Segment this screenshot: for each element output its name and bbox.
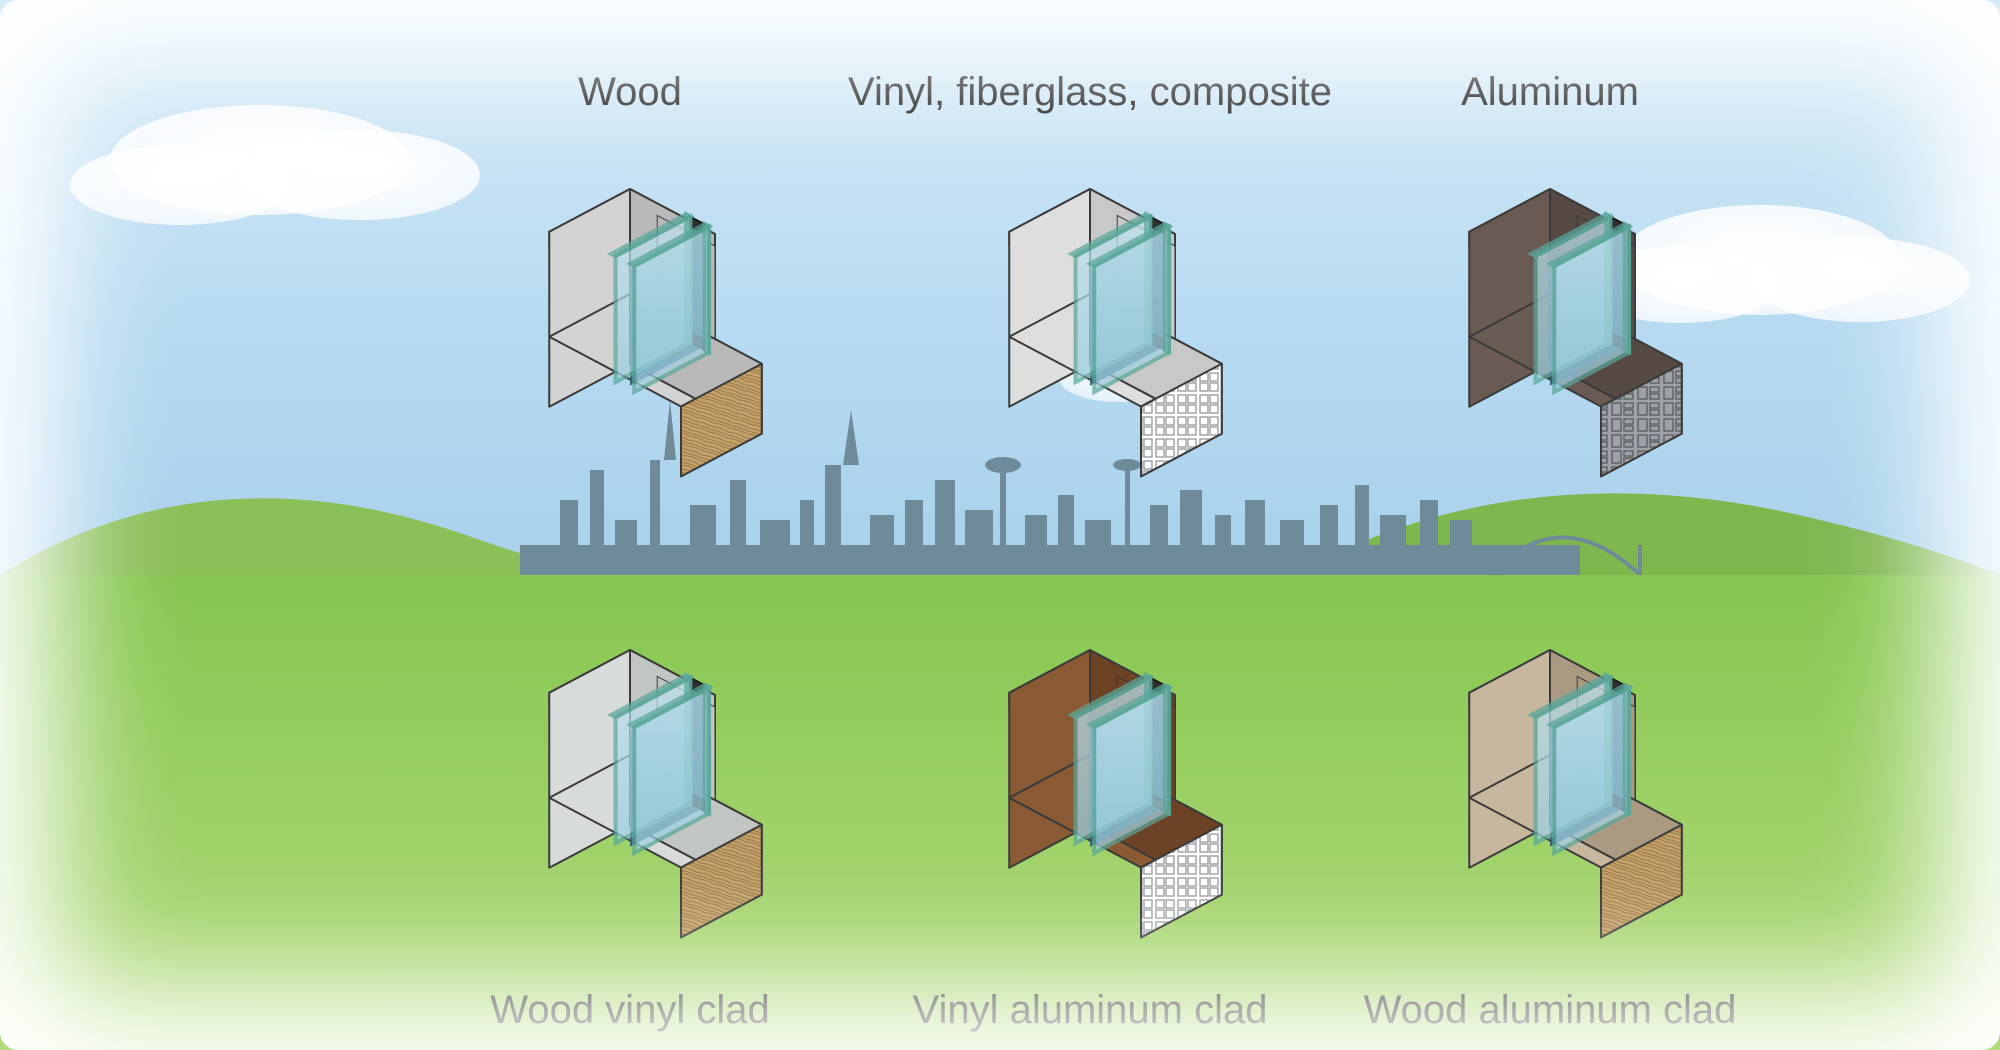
frame-illustration-wood-vinyl-clad	[430, 590, 830, 970]
frame-art-vinyl-aluminum-clad	[890, 590, 1290, 970]
frame-art-vinyl	[890, 129, 1290, 509]
frame-label-vinyl: Vinyl, fiberglass, composite	[848, 70, 1332, 115]
frame-cell-wood: Wood	[370, 70, 890, 509]
frame-grid: Wood Vinyl, fiberglass, composite	[0, 0, 2000, 1050]
frame-cell-wood-aluminum-clad: Wood aluminum clad	[1290, 590, 1810, 1033]
glass-outer-front	[705, 685, 709, 813]
frame-cell-wood-vinyl-clad: Wood vinyl clad	[370, 590, 890, 1033]
infographic-stage: Wood Vinyl, fiberglass, composite	[0, 0, 2000, 1050]
frame-cell-vinyl-aluminum-clad: Vinyl aluminum clad	[830, 590, 1350, 1033]
glass-outer-front	[1165, 685, 1169, 813]
frame-label-wood: Wood	[578, 70, 682, 115]
glass-outer-front	[1625, 224, 1629, 352]
frame-art-wood-vinyl-clad	[430, 590, 830, 970]
glass-outer-front	[1625, 685, 1629, 813]
frame-label-vinyl-aluminum-clad: Vinyl aluminum clad	[913, 988, 1268, 1033]
glass-outer-front	[1165, 224, 1169, 352]
frame-label-wood-aluminum-clad: Wood aluminum clad	[1364, 988, 1737, 1033]
frame-cell-aluminum: Aluminum	[1290, 70, 1810, 509]
glass-outer-front	[705, 224, 709, 352]
frame-art-aluminum	[1350, 129, 1750, 509]
frame-label-wood-vinyl-clad: Wood vinyl clad	[490, 988, 769, 1033]
frame-label-aluminum: Aluminum	[1461, 70, 1639, 115]
frame-cell-vinyl: Vinyl, fiberglass, composite	[830, 70, 1350, 509]
frame-illustration-wood	[430, 129, 830, 509]
frame-art-wood	[430, 129, 830, 509]
frame-illustration-vinyl	[890, 129, 1290, 509]
frame-illustration-wood-aluminum-clad	[1350, 590, 1750, 970]
frame-art-wood-aluminum-clad	[1350, 590, 1750, 970]
frame-illustration-aluminum	[1350, 129, 1750, 509]
frame-illustration-vinyl-aluminum-clad	[890, 590, 1290, 970]
